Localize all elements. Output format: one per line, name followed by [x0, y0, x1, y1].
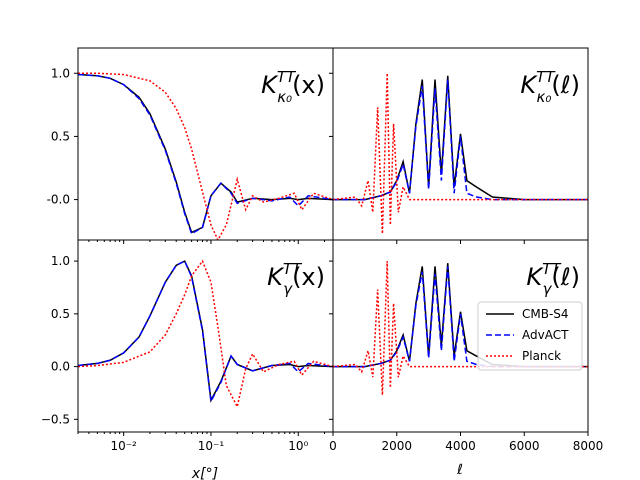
y-tick-label: 0.5: [51, 307, 70, 321]
x-tick-label: 0: [329, 439, 337, 453]
legend-label-advact: AdvACT: [522, 328, 569, 342]
y-tick-label: -0.0: [47, 193, 70, 207]
y-tick-label: 0.0: [51, 360, 70, 374]
panel-frame: [332, 239, 589, 433]
panel-title: KTT γ(x): [267, 260, 325, 298]
title-arg: (x): [292, 71, 325, 99]
legend-label-planck: Planck: [522, 349, 561, 363]
panel-top-right: KTT κ₀(ℓ): [329, 47, 589, 244]
title-sup: TT: [277, 68, 297, 86]
legend-box: [477, 301, 583, 371]
series-group: [333, 261, 588, 396]
title-sub: κ₀: [537, 88, 552, 106]
title-sub: γ: [542, 280, 552, 298]
y-tick-label: −0.5: [41, 412, 70, 426]
series-line-advact: [78, 73, 333, 235]
series-line-planck: [333, 261, 588, 396]
title-sup: TT: [536, 68, 556, 86]
x-tick-label: 6000: [509, 439, 540, 453]
title-main: K: [267, 263, 285, 291]
title-arg: (ℓ): [551, 263, 580, 291]
y-tick-label: 1.0: [51, 66, 70, 80]
panel-bottom-right: 0 2000 4000 6000 8000 KTT γ(ℓ): [329, 239, 604, 453]
y-tick-label: 1.0: [51, 254, 70, 268]
series-line-advact: [333, 79, 588, 201]
title-sub: γ: [283, 280, 293, 298]
x-axis-label-right: ℓ: [456, 462, 463, 478]
series-line-advact: [78, 260, 333, 404]
series-group: [333, 73, 588, 234]
panel-top-left: -0.0 0.5 1.0 KTT κ₀(x): [47, 47, 334, 244]
title-main: K: [520, 71, 538, 99]
legend-label-cmb-s4: CMB-S4: [522, 307, 569, 321]
title-main: K: [261, 71, 279, 99]
title-sub: κ₀: [277, 88, 292, 106]
x-axis-label-left: x[°]: [191, 466, 218, 480]
title-arg: (x): [292, 263, 325, 291]
title-sup: TT: [283, 260, 303, 278]
x-tick-label: 10⁻¹: [198, 439, 225, 453]
panel-title: KTT γ(ℓ): [526, 260, 580, 298]
panel-title: KTT κ₀(ℓ): [520, 68, 580, 106]
x-tick-label: 2000: [381, 439, 412, 453]
panel-bottom-left: −0.5 0.0 0.5 1.0 10⁻² 10⁻¹ 10⁰ KTT γ(x): [41, 239, 334, 453]
y-tick-label: 0.5: [51, 129, 70, 143]
title-sup: TT: [542, 260, 562, 278]
x-tick-label: 8000: [573, 439, 604, 453]
legend: CMB-S4 AdvACT Planck: [477, 301, 583, 371]
series-group: [78, 72, 333, 240]
series-group: [78, 259, 333, 409]
series-line-planck: [78, 259, 333, 409]
series-line-advact: [333, 266, 588, 368]
x-tick-label: 10⁻²: [110, 439, 137, 453]
title-main: K: [526, 263, 544, 291]
series-line-planck: [78, 72, 333, 240]
panel-title: KTT κ₀(x): [261, 68, 325, 106]
x-tick-label: 4000: [445, 439, 476, 453]
x-tick-label: 10⁰: [288, 439, 308, 453]
title-arg: (ℓ): [551, 71, 580, 99]
